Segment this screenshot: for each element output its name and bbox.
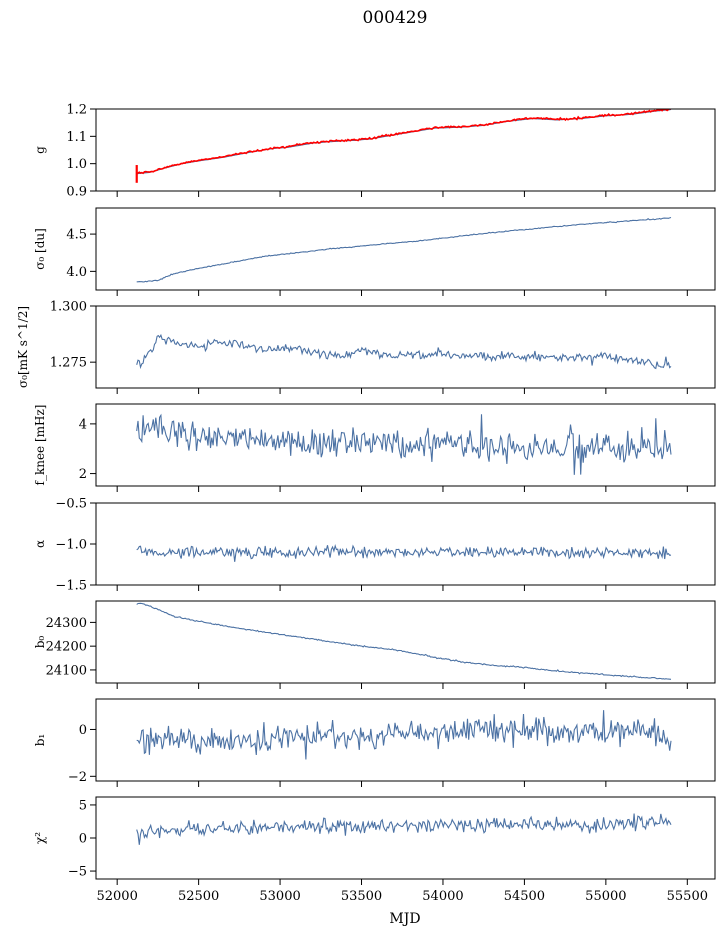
series-line <box>136 109 672 175</box>
series-line <box>136 413 672 475</box>
y-tick-label: 1.2 <box>66 103 87 118</box>
y-tick-label: 0 <box>79 723 87 738</box>
y-tick-label: −1.0 <box>55 538 87 553</box>
series-fit-line <box>136 109 672 175</box>
y-axis-label: b₀ <box>33 636 47 649</box>
y-tick-label: 1.1 <box>66 130 87 145</box>
y-axis-label: f_knee [mHz] <box>33 405 47 486</box>
y-tick-label: −0.5 <box>55 497 87 512</box>
axes-frame <box>95 207 716 291</box>
series-line <box>136 543 672 562</box>
y-tick-label: 24100 <box>46 663 87 678</box>
y-axis-label: b₁ <box>33 734 47 747</box>
axes-frame <box>95 698 716 782</box>
y-tick-label: 24200 <box>46 640 87 655</box>
x-tick-label: 54500 <box>504 889 545 904</box>
panel-1: 0.9 1.0 1.1 1.2 g <box>33 103 716 200</box>
y-tick-label: 0 <box>79 832 87 847</box>
x-tick-label: 52500 <box>178 889 219 904</box>
series-line <box>136 216 672 283</box>
x-tick-label: 53500 <box>341 889 382 904</box>
series-line <box>136 813 672 845</box>
y-tick-label: 4.5 <box>66 228 87 243</box>
axes-frame <box>95 403 716 487</box>
x-axis-label: MJD <box>389 911 420 927</box>
axes-frame <box>95 108 716 192</box>
y-axis-label: χ² <box>33 832 47 844</box>
x-tick-label: 52000 <box>96 889 137 904</box>
y-tick-label: −1.5 <box>55 579 87 594</box>
y-tick-label: 2 <box>79 467 87 482</box>
panel-4: 2 4 f_knee [mHz] <box>33 403 716 492</box>
axes-frame <box>95 502 716 586</box>
series-line <box>136 602 672 680</box>
series-line <box>136 710 672 760</box>
axes-frame <box>95 305 716 389</box>
y-tick-label: 4.0 <box>66 265 87 280</box>
panel-2: 4.0 4.5 σ₀ [du] <box>33 207 716 296</box>
y-tick-label: 4 <box>79 417 87 432</box>
panel-8: −5 0 5 52000 52500 53000 53500 54000 54500 55000 5… <box>33 796 716 904</box>
series-line <box>136 333 672 370</box>
y-tick-label: 1.0 <box>66 157 87 172</box>
x-tick-label: 55000 <box>585 889 626 904</box>
x-tick-label: 55500 <box>667 889 708 904</box>
y-tick-label: −5 <box>68 865 87 880</box>
y-tick-label: 1.300 <box>50 300 87 315</box>
figure-title: 000429 <box>363 8 428 28</box>
x-tick-label: 53000 <box>259 889 300 904</box>
y-axis-label: σ₀[mK s^1/2] <box>16 306 30 388</box>
y-axis-label: σ₀ [du] <box>33 228 47 270</box>
panel-6: 24100 24200 24300 b₀ <box>33 600 716 689</box>
axes-frame <box>95 600 716 684</box>
panel-3: 1.275 1.300 σ₀[mK s^1/2] <box>16 300 716 394</box>
y-axis-label: α <box>33 540 47 548</box>
axes-frame <box>95 796 716 880</box>
y-tick-label: 1.275 <box>50 356 87 371</box>
y-tick-label: −2 <box>68 770 87 785</box>
y-axis-label: g <box>33 146 47 154</box>
panel-7: −2 0 b₁ <box>33 698 716 787</box>
x-tick-label: 54000 <box>422 889 463 904</box>
y-tick-label: 24300 <box>46 616 87 631</box>
panels: 0.9 1.0 1.1 1.2 g 4.0 4.5 σ₀ [du] 1.275 1.300 σ₀[m… <box>16 103 716 904</box>
y-tick-label: 5 <box>79 798 87 813</box>
panel-5: −1.5 −1.0 −0.5 α <box>33 497 716 594</box>
y-tick-label: 0.9 <box>66 185 87 200</box>
